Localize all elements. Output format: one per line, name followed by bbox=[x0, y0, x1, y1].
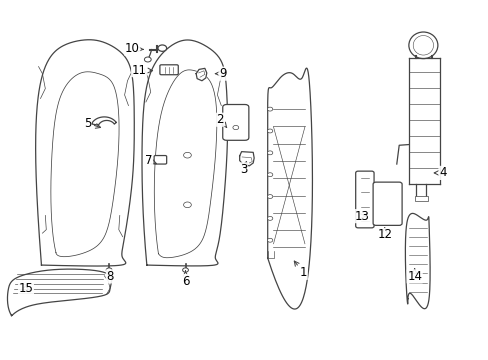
Circle shape bbox=[267, 173, 272, 177]
Polygon shape bbox=[142, 40, 227, 266]
Circle shape bbox=[183, 202, 191, 208]
Circle shape bbox=[158, 45, 166, 51]
Circle shape bbox=[267, 216, 272, 220]
Text: 6: 6 bbox=[182, 271, 189, 288]
FancyBboxPatch shape bbox=[154, 156, 166, 164]
Text: 8: 8 bbox=[106, 270, 114, 283]
Text: 1: 1 bbox=[294, 261, 306, 279]
Polygon shape bbox=[405, 213, 429, 309]
Text: 11: 11 bbox=[131, 64, 152, 77]
Ellipse shape bbox=[408, 32, 437, 59]
Text: 4: 4 bbox=[433, 166, 446, 179]
FancyBboxPatch shape bbox=[372, 182, 401, 225]
Text: 15: 15 bbox=[19, 282, 33, 294]
Polygon shape bbox=[267, 68, 312, 309]
Text: 3: 3 bbox=[239, 162, 247, 176]
Polygon shape bbox=[36, 40, 134, 266]
Circle shape bbox=[267, 195, 272, 198]
Circle shape bbox=[267, 238, 272, 242]
Polygon shape bbox=[239, 152, 254, 166]
Text: 14: 14 bbox=[407, 269, 421, 283]
Ellipse shape bbox=[412, 36, 433, 55]
Circle shape bbox=[267, 107, 272, 111]
Text: 5: 5 bbox=[83, 117, 101, 130]
Polygon shape bbox=[91, 117, 116, 125]
FancyBboxPatch shape bbox=[160, 65, 178, 75]
Circle shape bbox=[267, 151, 272, 155]
Circle shape bbox=[144, 57, 151, 62]
Circle shape bbox=[183, 152, 191, 158]
FancyBboxPatch shape bbox=[414, 195, 427, 201]
Circle shape bbox=[232, 125, 238, 130]
Circle shape bbox=[182, 268, 188, 272]
Circle shape bbox=[106, 268, 112, 272]
Text: 10: 10 bbox=[124, 42, 143, 55]
Text: 2: 2 bbox=[216, 113, 226, 127]
Circle shape bbox=[267, 129, 272, 133]
Text: 13: 13 bbox=[354, 210, 369, 222]
Text: 7: 7 bbox=[145, 154, 156, 167]
Text: 12: 12 bbox=[376, 228, 391, 242]
FancyBboxPatch shape bbox=[355, 171, 373, 228]
Polygon shape bbox=[7, 269, 111, 316]
FancyBboxPatch shape bbox=[223, 104, 248, 140]
Text: 9: 9 bbox=[215, 67, 226, 80]
Polygon shape bbox=[196, 68, 206, 81]
